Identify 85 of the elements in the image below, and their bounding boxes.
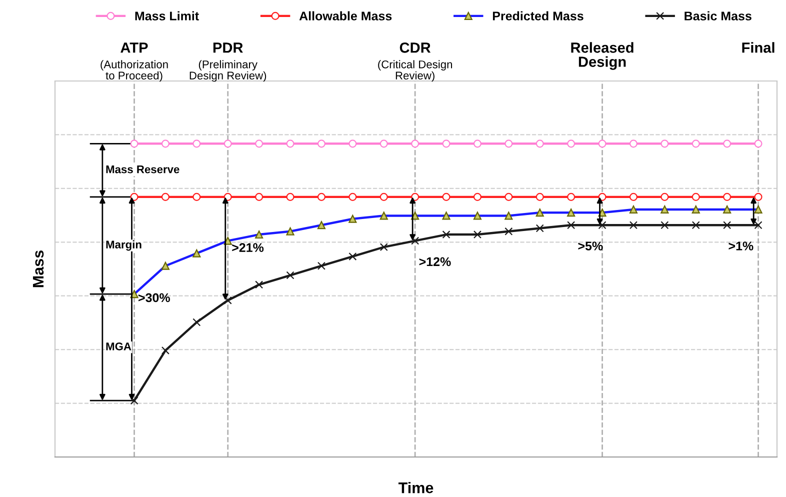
point [192,318,201,326]
point [536,224,544,232]
point [411,192,420,201]
legend-label: Mass Limit [135,11,199,20]
point [161,140,170,148]
point [754,140,762,148]
ref-line-label: (Preliminary Design Review) [190,60,266,82]
point [286,271,294,280]
point [473,230,482,239]
legend-label: Predicted Mass [492,11,584,20]
y-axis-title: Mass [32,250,44,288]
point [567,192,576,201]
point [286,140,294,148]
point [754,221,762,230]
point [224,192,232,201]
point [442,192,450,201]
point [317,192,326,201]
legend-label: Allowable Mass [299,11,392,20]
annotation: >30% [138,293,170,302]
x-tick-label: Final [742,42,774,53]
point [411,236,420,245]
point [692,221,700,230]
x-tick-label: PDR [213,42,243,53]
point [598,192,606,201]
annotation: >1% [728,242,754,250]
annotation: >5% [578,242,603,250]
point [536,140,544,148]
ref-line-label: (Authorization to Proceed) [100,60,168,82]
point [380,140,388,148]
point [224,140,232,148]
point [317,140,326,148]
point [380,243,388,252]
point [723,192,732,201]
x-tick-label: Released Design [571,42,634,70]
legend-label: Basic Mass [684,11,752,20]
point [723,140,732,148]
point [255,140,264,148]
x-axis-title: Time [398,482,434,494]
point [629,221,638,230]
point [723,221,732,230]
point [192,192,201,201]
point [473,140,482,148]
ref-line-label: (Critical Design Review) [378,60,452,82]
point [348,192,357,201]
annotation: Margin [106,240,142,251]
point [567,221,576,230]
point [692,140,700,148]
point [161,192,170,201]
point [567,140,576,148]
point [130,192,138,201]
annotation: >21% [232,243,264,252]
point [692,192,700,201]
x-tick-label: CDR [400,42,431,53]
point [629,192,638,201]
annotation: MGA [106,342,132,350]
point [660,221,669,230]
point [504,227,513,236]
point [286,192,294,201]
point [473,192,482,201]
point [224,296,232,304]
point [660,140,669,148]
point [598,221,606,230]
x-tick-label: ATP [120,42,148,53]
point [411,140,420,148]
point [348,140,357,148]
annotation: Mass Reserve [106,166,180,174]
point [754,192,762,201]
point [192,140,201,148]
point [380,192,388,201]
point [504,140,513,148]
point [130,140,138,148]
point [317,262,326,270]
point [255,280,264,289]
point [660,192,669,201]
point [598,140,606,148]
point [504,192,513,201]
point [442,140,450,148]
point [536,192,544,201]
point [629,140,638,148]
point [255,192,264,201]
annotation: >12% [419,257,451,266]
point [130,396,138,405]
point [442,230,450,239]
point [348,252,357,260]
point [161,346,170,354]
